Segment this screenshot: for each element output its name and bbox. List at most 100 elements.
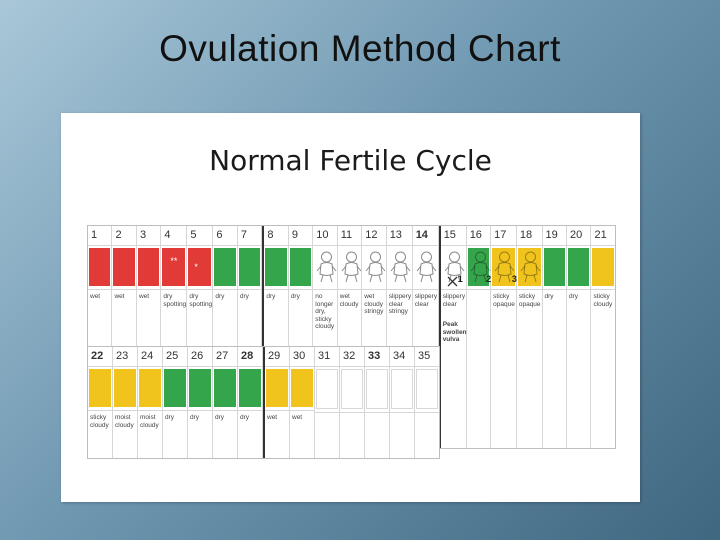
- observation-text: dry: [544, 293, 554, 300]
- day-cell: 9 dry: [288, 226, 314, 448]
- day-color-swatch: [413, 248, 437, 286]
- day-color-swatch: [139, 369, 161, 407]
- day-observation: wet: [112, 289, 136, 448]
- day-color-swatch: [291, 369, 313, 407]
- day-cell: 15 slippery clear Peak swollen vulva: [438, 226, 467, 448]
- day-color-swatch: [543, 248, 565, 286]
- day-number: 16: [466, 226, 491, 246]
- day-color-swatch: [316, 369, 338, 409]
- day-number: 18: [516, 226, 542, 246]
- day-color-swatch: [391, 369, 413, 409]
- day-number: 27: [213, 347, 237, 367]
- day-cell: 26 dry: [188, 347, 213, 458]
- day-number: 10: [313, 226, 337, 246]
- day-observation: wet cloudy: [337, 289, 362, 448]
- observation-text: wet: [292, 414, 303, 421]
- day-observation: slippery clear Peak swollen vulva: [440, 289, 467, 448]
- day-color-swatch: 1: [458, 248, 491, 286]
- day-color-swatch: [366, 369, 388, 409]
- day-number: 9: [288, 226, 313, 246]
- day-color-swatch: [238, 248, 261, 286]
- peak-note: Peak swollen vulva: [442, 321, 467, 343]
- day-observation: dry: [264, 289, 288, 448]
- observation-text: moist cloudy: [140, 414, 159, 429]
- observation-text: slippery clear stringy: [388, 293, 412, 315]
- day-cell: 5 * dry spotting: [187, 226, 214, 448]
- day-cell: 31: [315, 347, 340, 458]
- day-number: 34: [390, 347, 414, 367]
- post-peak-count: 1: [457, 274, 463, 284]
- day-number: 35: [415, 347, 439, 367]
- day-cell: 35: [415, 347, 439, 458]
- observation-text: sticky cloudy: [593, 293, 613, 308]
- day-cell: 24 moist cloudy: [138, 347, 163, 458]
- day-number: 8: [264, 226, 288, 246]
- observation-text: dry: [239, 293, 249, 300]
- day-cell: 33: [365, 347, 390, 458]
- observation-text: dry: [266, 293, 276, 300]
- day-cell: 25 dry: [163, 347, 188, 458]
- day-observation: wet: [88, 289, 112, 448]
- observation-text: dry spotting: [163, 293, 187, 308]
- day-number: 30: [290, 347, 314, 367]
- day-color-swatch: [214, 248, 236, 286]
- chart-title: Normal Fertile Cycle: [209, 144, 492, 177]
- observation-text: no longer dry, sticky cloudy: [315, 293, 335, 330]
- day-observation: slippery clear: [412, 289, 438, 448]
- baby-icon: [390, 251, 411, 283]
- day-color-swatch: [89, 248, 111, 286]
- day-observation: no longer dry, sticky cloudy: [313, 289, 337, 448]
- day-number: 12: [362, 226, 386, 246]
- day-observation: moist cloudy: [113, 410, 137, 458]
- day-color-swatch: [239, 369, 261, 407]
- day-color-swatch: [137, 248, 160, 286]
- day-number: 6: [213, 226, 237, 246]
- observation-text: wet: [267, 414, 278, 421]
- day-color-swatch: [416, 369, 438, 409]
- day-color-swatch: [214, 369, 236, 407]
- day-cell: 8 dry: [262, 226, 289, 448]
- day-number: 3: [136, 226, 161, 246]
- day-observation: slippery clear stringy: [386, 289, 412, 448]
- observation-text: wet: [90, 293, 101, 300]
- day-observation: [390, 412, 414, 458]
- day-number: 15: [440, 226, 466, 246]
- post-peak-count: 3: [511, 274, 517, 284]
- day-number: 14: [412, 226, 438, 246]
- day-observation: wet: [290, 410, 314, 458]
- day-observation: wet cloudy stringy: [362, 289, 386, 448]
- day-observation: wet: [265, 410, 289, 458]
- day-color-swatch: [164, 369, 186, 407]
- day-color-swatch: [568, 248, 590, 286]
- day-number: 32: [340, 347, 364, 367]
- day-number: 13: [386, 226, 412, 246]
- day-cell: 10 no longer dry, sticky cloudy: [313, 226, 338, 448]
- observation-text: dry: [215, 414, 225, 421]
- day-cell: 21 sticky cloudy: [591, 226, 615, 448]
- day-cell: 14 slippery clear: [412, 226, 439, 448]
- day-number: 1: [88, 226, 112, 246]
- day-number: 11: [337, 226, 362, 246]
- day-cell: 27 dry: [213, 347, 238, 458]
- day-number: 7: [237, 226, 262, 246]
- day-number: 22: [88, 347, 112, 367]
- day-color-swatch: [314, 248, 337, 286]
- day-cell: 34: [390, 347, 415, 458]
- spotting-mark: **: [170, 256, 178, 266]
- day-observation: dry: [163, 410, 187, 458]
- baby-icon: [416, 251, 437, 283]
- day-color-swatch: [289, 248, 312, 286]
- day-number: 33: [365, 347, 389, 367]
- day-observation: dry: [237, 289, 262, 448]
- day-color-swatch: [266, 369, 288, 407]
- day-color-swatch: **: [162, 248, 186, 286]
- day-cell: 7 dry: [237, 226, 263, 448]
- day-number: 28: [238, 347, 262, 367]
- day-color-swatch: [363, 248, 386, 286]
- day-number: 20: [567, 226, 591, 246]
- day-color-swatch: [341, 369, 363, 409]
- day-number: 23: [113, 347, 137, 367]
- day-observation: sticky cloudy: [591, 289, 615, 448]
- day-observation: [340, 412, 364, 458]
- observation-text: dry: [290, 293, 300, 300]
